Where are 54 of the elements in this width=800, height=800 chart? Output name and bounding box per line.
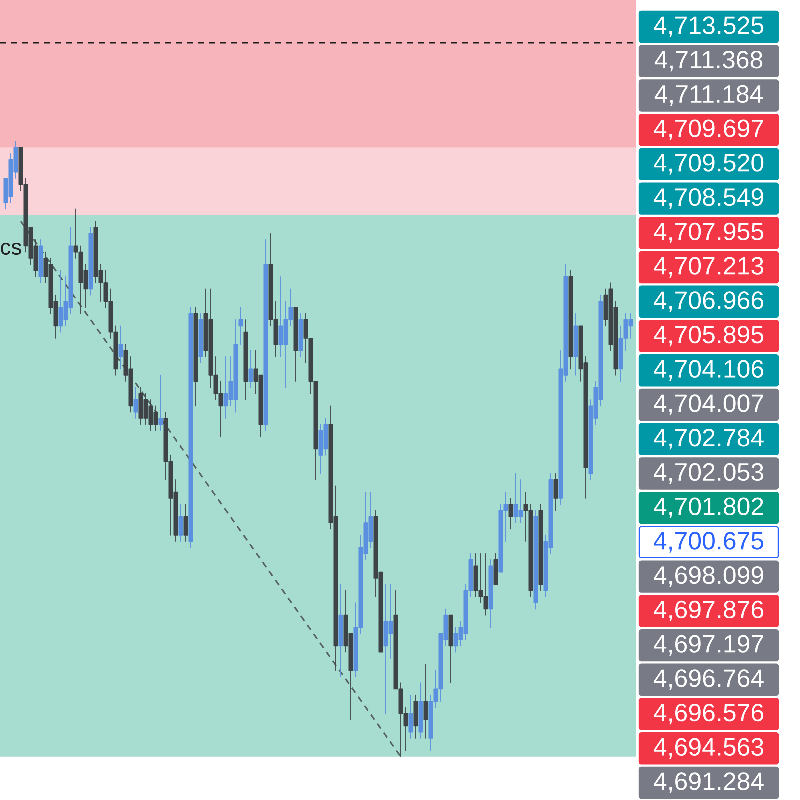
candlestick — [264, 240, 268, 432]
text: 4,696.576 — [654, 704, 764, 725]
annotation: cs — [1, 242, 22, 256]
text: 4,704.106 — [654, 360, 764, 381]
candlestick — [414, 694, 418, 739]
text: 4,701.802 — [654, 498, 764, 518]
text: 4,696.764 — [654, 670, 764, 690]
text: 4,702.053 — [654, 463, 764, 484]
text: 4,691.284 — [654, 772, 764, 794]
text: 4,702.784 — [654, 429, 764, 450]
candlestick — [238, 307, 244, 346]
candlestick — [488, 560, 494, 628]
candlestick — [194, 307, 198, 407]
text: 4,711.184 — [654, 85, 763, 106]
text: 4,711.368 — [654, 51, 763, 72]
candlestick — [158, 374, 164, 432]
text: 4,707.955 — [654, 222, 764, 244]
text: 4,698.099 — [654, 566, 764, 588]
candlestick — [38, 240, 44, 284]
text: 4,694.563 — [654, 738, 764, 759]
text: 4,713.525 — [654, 16, 764, 38]
candlestick — [448, 614, 454, 684]
text: 4,707.213 — [654, 257, 764, 278]
candlestick — [338, 584, 344, 678]
text: 4,709.697 — [654, 120, 764, 140]
candlestick — [184, 504, 188, 542]
candlestick — [494, 553, 498, 586]
text: 4,697.197 — [654, 635, 764, 656]
candlestick — [538, 504, 544, 592]
candlestick — [534, 510, 538, 610]
candlestick — [178, 504, 184, 542]
candlestick — [118, 326, 124, 370]
text: 4,709.520 — [654, 154, 764, 175]
text: 4,704.007 — [654, 394, 764, 416]
candlestick — [508, 498, 514, 530]
candlestick — [134, 387, 138, 419]
text: 4,697.876 — [654, 600, 764, 622]
candlestick — [424, 664, 428, 739]
candlestick — [298, 313, 304, 358]
candlestick — [574, 313, 578, 376]
text: 4,708.549 — [654, 188, 764, 210]
candlestick — [294, 307, 298, 382]
text: 4,705.895 — [654, 326, 764, 347]
candlestick — [408, 694, 414, 739]
candlestick — [554, 473, 558, 512]
candlestick — [248, 350, 254, 388]
text: 4,700.675 — [654, 532, 764, 553]
text: 4,706.966 — [654, 292, 764, 312]
candlestick — [198, 313, 204, 364]
candlestick — [418, 682, 424, 739]
candlestick — [568, 270, 574, 370]
candlestick — [188, 307, 194, 548]
candlestick — [88, 227, 94, 296]
candlestick — [244, 320, 248, 400]
